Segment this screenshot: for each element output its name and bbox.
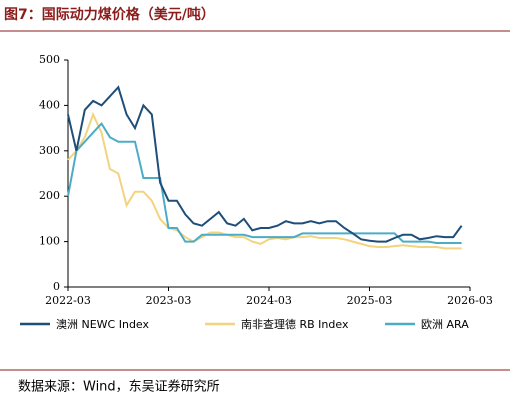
x-tick-label: 2025-03 [347,294,393,307]
y-tick-label: 400 [39,98,60,111]
x-tick-label: 2022-03 [45,294,91,307]
x-tick-label: 2023-03 [146,294,192,307]
legend-label: 欧洲 ARA [421,318,469,331]
source: 数据来源：Wind，东吴证券研究所 [18,379,220,395]
y-tick-label: 100 [39,235,60,248]
x-tick-label: 2024-03 [246,294,292,307]
legend-label: 南非查理德 RB Index [241,317,349,331]
x-tick-label: 2026-03 [447,294,493,307]
legend-label: 澳洲 NEWC Index [56,318,150,331]
series-line [67,111,462,250]
series-line [67,121,462,244]
chart-title: 图7：国际动力煤价格（美元/吨） [4,6,215,23]
y-tick-label: 300 [39,144,60,157]
y-tick-label: 500 [39,53,60,66]
y-tick-label: 0 [53,280,60,293]
y-tick-label: 200 [39,189,60,202]
series-line [67,85,463,243]
